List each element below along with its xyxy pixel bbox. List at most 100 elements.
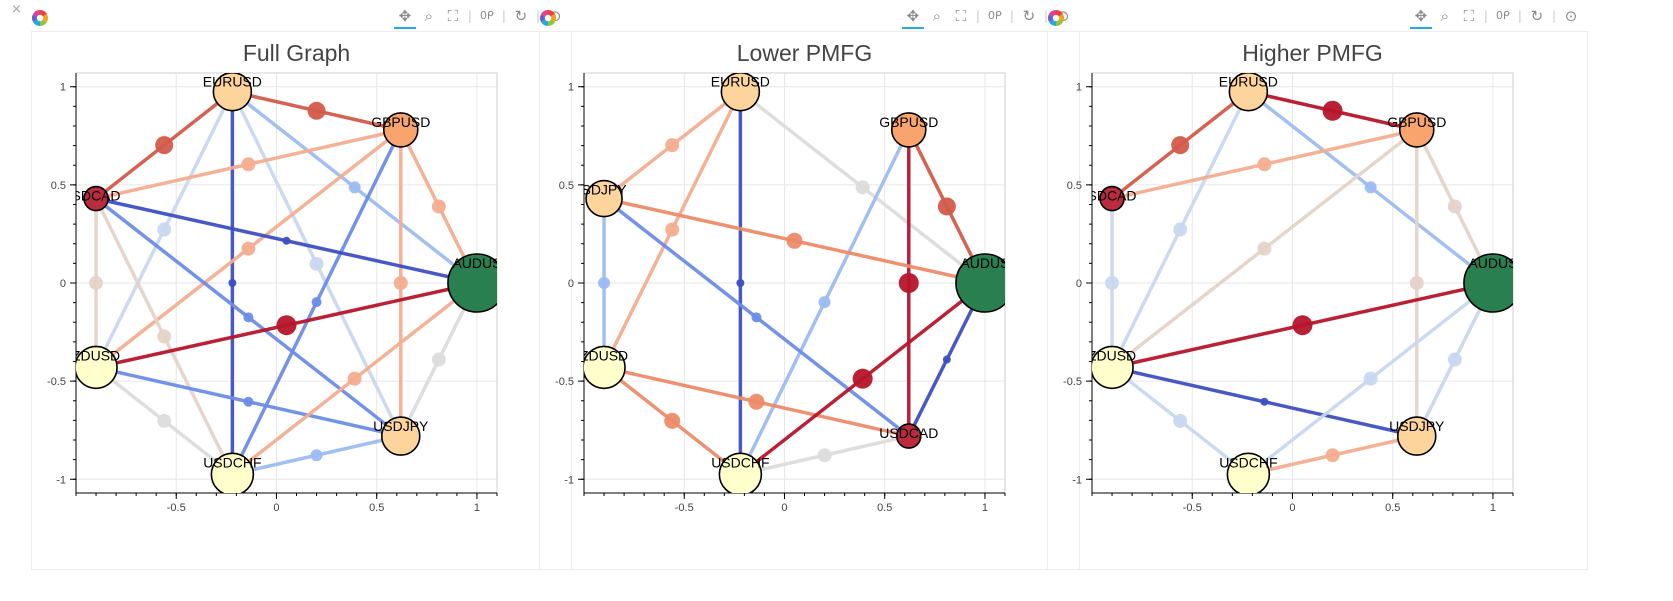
- edge-midpoint-marker[interactable]: [310, 449, 323, 462]
- edge-midpoint-marker[interactable]: [282, 236, 291, 245]
- node-gbpusd[interactable]: [382, 112, 419, 148]
- pan-icon[interactable]: ✥: [1409, 6, 1432, 29]
- edge-midpoint-marker[interactable]: [157, 413, 172, 428]
- reset-view-icon[interactable]: ⛶: [1463, 7, 1475, 25]
- node-usdjpy[interactable]: [380, 416, 421, 456]
- edge-midpoint-marker[interactable]: [311, 297, 322, 308]
- wheel-zoom-icon[interactable]: 0ᑭ: [1495, 9, 1510, 22]
- edge-midpoint-marker[interactable]: [1173, 413, 1188, 428]
- edge-midpoint-marker[interactable]: [307, 101, 326, 120]
- edge-midpoint-marker[interactable]: [852, 368, 873, 389]
- edge-midpoint-marker[interactable]: [1257, 157, 1272, 172]
- node-audus[interactable]: [1463, 253, 1522, 313]
- box-zoom-icon[interactable]: ⌕: [932, 7, 942, 25]
- reset-view-icon[interactable]: ⛶: [955, 7, 967, 25]
- y-tick-label: 1: [1076, 82, 1082, 94]
- edge-midpoint-marker[interactable]: [243, 396, 254, 407]
- toolbar-separator: |: [1551, 9, 1556, 23]
- node-usdchf[interactable]: [210, 452, 255, 495]
- edge-midpoint-marker[interactable]: [1173, 222, 1188, 237]
- edge-midpoint-marker[interactable]: [1260, 397, 1269, 406]
- wheel-zoom-icon[interactable]: 0ᑭ: [479, 9, 494, 22]
- edge-midpoint-marker[interactable]: [818, 296, 831, 309]
- box-zoom-icon[interactable]: ⌕: [1440, 7, 1450, 25]
- network-chart[interactable]: Lower PMFG -0.5 0 0.5 1 -1 -0.5 0 0.5 1 AUDUS GBPUS…: [539, 31, 1080, 570]
- edge-midpoint-marker[interactable]: [751, 312, 762, 323]
- node-usdcad[interactable]: [895, 423, 922, 449]
- node-zdusd[interactable]: [1091, 345, 1134, 390]
- edge-midpoint-marker[interactable]: [1409, 276, 1424, 290]
- node-sdjpy[interactable]: [585, 179, 623, 218]
- bokeh-logo-icon: [32, 10, 48, 26]
- edge-midpoint-marker[interactable]: [736, 279, 745, 287]
- node-zdusd[interactable]: [583, 345, 626, 390]
- wheel-zoom-icon[interactable]: 0ᑭ: [987, 9, 1002, 22]
- y-tick-label: 1: [60, 82, 66, 94]
- edge-midpoint-marker[interactable]: [347, 371, 362, 386]
- edge-midpoint-marker[interactable]: [348, 181, 361, 194]
- node-eurusd[interactable]: [720, 73, 761, 112]
- edge-midpoint-marker[interactable]: [157, 329, 172, 344]
- edge-midpoint-marker[interactable]: [1105, 276, 1120, 290]
- node-gbpusd[interactable]: [890, 112, 927, 148]
- node-eurusd[interactable]: [1228, 73, 1269, 112]
- edge-midpoint-marker[interactable]: [155, 136, 174, 155]
- pan-icon[interactable]: ✥: [901, 6, 924, 29]
- pan-icon[interactable]: ✥: [393, 6, 416, 29]
- edge-midpoint-marker[interactable]: [1447, 199, 1462, 214]
- hover-icon[interactable]: ⊙: [1564, 7, 1578, 25]
- node-zdusd[interactable]: [75, 345, 118, 390]
- edge-midpoint-marker[interactable]: [89, 276, 104, 290]
- y-tick-label: -1: [56, 474, 66, 486]
- edge-midpoint-marker[interactable]: [786, 232, 803, 249]
- edge-midpoint-marker[interactable]: [241, 241, 256, 256]
- edge-midpoint-marker[interactable]: [748, 393, 765, 410]
- edge-midpoint-marker[interactable]: [817, 448, 832, 463]
- edge-midpoint-marker[interactable]: [898, 273, 919, 293]
- node-audus[interactable]: [955, 253, 1014, 313]
- edge-midpoints: [89, 101, 446, 462]
- edge-midpoint-marker[interactable]: [1364, 181, 1377, 194]
- edge-midpoint-marker[interactable]: [937, 197, 956, 216]
- edge-midpoint-marker[interactable]: [665, 222, 680, 237]
- edge-midpoint-marker[interactable]: [1447, 352, 1462, 367]
- edge-midpoint-marker[interactable]: [1363, 371, 1378, 386]
- node-usdchf[interactable]: [1226, 452, 1271, 495]
- node-sdcad[interactable]: [83, 185, 109, 212]
- box-zoom-icon[interactable]: ⌕: [424, 7, 434, 25]
- edge-midpoint-marker[interactable]: [1325, 448, 1340, 463]
- node-sdcad[interactable]: [1099, 185, 1125, 212]
- edge-midpoint-marker[interactable]: [664, 412, 681, 429]
- edge-midpoint-marker[interactable]: [157, 222, 172, 237]
- edge-midpoint-marker[interactable]: [942, 355, 951, 364]
- edge-midpoint-marker[interactable]: [855, 180, 870, 195]
- edge-midpoint-marker[interactable]: [1257, 241, 1272, 256]
- toolbar-separator: |: [1483, 9, 1488, 23]
- refresh-icon[interactable]: ↻: [1022, 7, 1036, 25]
- edge-midpoint-marker[interactable]: [598, 277, 611, 289]
- edge-midpoint-marker[interactable]: [393, 276, 408, 290]
- edge-midpoint-marker[interactable]: [1171, 136, 1190, 155]
- edge-midpoint-marker[interactable]: [1322, 100, 1343, 121]
- edge-midpoint-marker[interactable]: [431, 352, 446, 367]
- node-usdjpy[interactable]: [1396, 416, 1437, 456]
- refresh-icon[interactable]: ↻: [514, 7, 528, 25]
- node-eurusd[interactable]: [212, 73, 253, 112]
- reset-view-icon[interactable]: ⛶: [447, 7, 459, 25]
- edge-midpoint-marker[interactable]: [228, 279, 237, 287]
- edge-midpoint-marker[interactable]: [243, 312, 254, 323]
- network-chart[interactable]: Higher PMFG -0.5 0 0.5 1 -1 -0.5 0 0.5 1 AUDUS GBPU…: [1047, 31, 1588, 570]
- toolbar: ✥⌕⛶|0ᑭ|↻|⊙: [539, 4, 1080, 29]
- edge-midpoint-marker[interactable]: [276, 315, 297, 336]
- edge-midpoint-marker[interactable]: [665, 138, 680, 153]
- edge-midpoint-marker[interactable]: [431, 199, 446, 214]
- refresh-icon[interactable]: ↻: [1530, 7, 1544, 25]
- network-chart[interactable]: Full Graph -0.5 0 0.5 1 -1 -0.5 0 0.5 1 AUDUS GBPUS…: [31, 31, 572, 570]
- node-gbpusd[interactable]: [1398, 112, 1435, 148]
- edge-midpoint-marker[interactable]: [1292, 315, 1313, 336]
- node-usdchf[interactable]: [718, 452, 763, 495]
- edge-midpoint-marker[interactable]: [309, 256, 324, 271]
- edge-midpoint-marker[interactable]: [241, 157, 256, 172]
- close-icon[interactable]: ×: [11, 2, 22, 17]
- node-audus[interactable]: [447, 253, 506, 313]
